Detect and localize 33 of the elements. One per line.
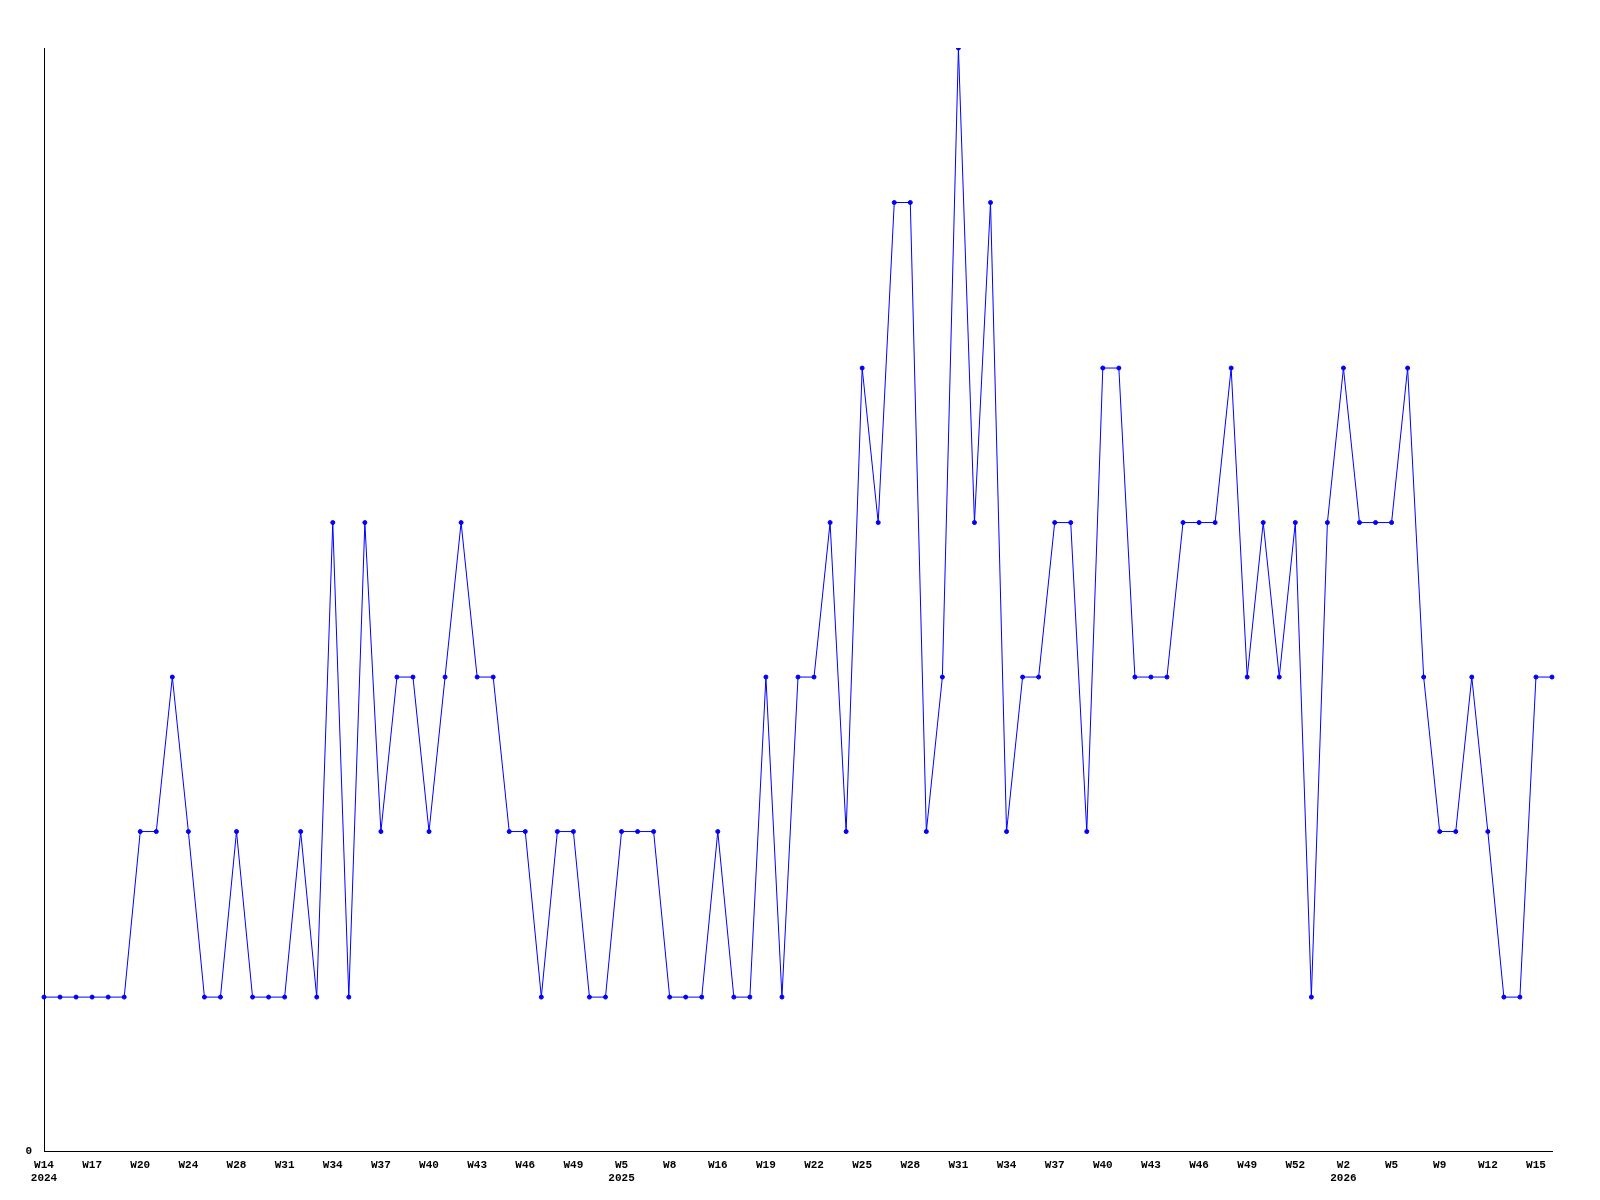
x-tick-label: W12	[1477, 1158, 1498, 1171]
x-tick-label: W49	[563, 1158, 584, 1171]
text: 0	[25, 1145, 32, 1158]
x-tick-label: W9	[1433, 1158, 1447, 1171]
x-tick-label: W20	[130, 1158, 151, 1171]
x-tick-label: W34	[322, 1158, 344, 1171]
x-tick-label: W40	[419, 1158, 439, 1171]
x-tick-label: W28	[226, 1158, 247, 1171]
x-tick-label: W14 2024	[30, 1158, 58, 1185]
x-tick-label: W46	[1189, 1158, 1209, 1171]
x-tick-label: W5 2025	[608, 1158, 636, 1185]
x-tick-label: W43	[467, 1158, 488, 1171]
x-tick-label: W34	[996, 1158, 1017, 1171]
x-tick-label: W43	[1141, 1158, 1162, 1171]
x-tick-label: W24	[178, 1158, 199, 1171]
x-tick-label: W31	[274, 1158, 295, 1171]
x-tick-label: W15	[1526, 1158, 1547, 1171]
x-tick-label: W2 2026	[1330, 1158, 1357, 1185]
x-tick-label: W37	[370, 1158, 391, 1171]
x-tick-label: W31	[948, 1158, 969, 1171]
x-tick-label: W25	[852, 1158, 873, 1171]
x-tick-label: W49	[1237, 1158, 1258, 1171]
x-tick-label: W37	[1044, 1158, 1065, 1171]
x-tick-label: W19	[756, 1158, 776, 1171]
x-tick-label: W8	[663, 1158, 677, 1171]
x-tick-label: W16	[707, 1158, 728, 1171]
x-tick-label: W28	[900, 1158, 921, 1171]
x-tick-label: W46	[515, 1158, 536, 1171]
x-tick-label: W52	[1285, 1158, 1306, 1171]
x-tick-label: W40	[1092, 1158, 1113, 1171]
x-tick-label: W22	[804, 1158, 824, 1171]
x-tick-label: W17	[82, 1158, 103, 1171]
x-tick-label: W5	[1384, 1158, 1399, 1171]
